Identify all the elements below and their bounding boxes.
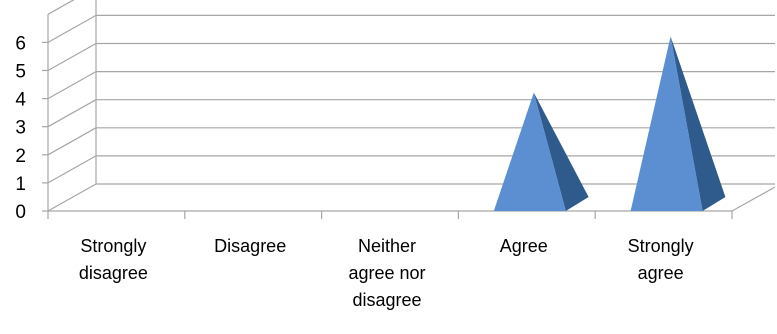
pyramid-side-strongly-agree <box>670 36 726 212</box>
floor-right-edge <box>731 186 776 212</box>
data-marks <box>493 36 726 212</box>
x-tick-label-line: agree <box>638 263 684 283</box>
x-tick-label-line: Agree <box>500 236 548 256</box>
y-tick-label: 1 <box>15 174 26 195</box>
x-tick-label-line: Neither <box>358 236 416 256</box>
y-tick-label: 0 <box>15 202 26 223</box>
gridline-wall-1 <box>47 155 97 184</box>
gridline-wall-3 <box>47 99 97 128</box>
pyramid-bar-agree <box>493 92 566 211</box>
gridline-wall-5 <box>47 42 97 72</box>
x-tick-label-line: Strongly <box>80 236 146 256</box>
gridline-wall-0 <box>47 183 97 212</box>
axes <box>42 0 733 219</box>
x-tick-label-line: Disagree <box>214 236 286 256</box>
x-tick-label: Strongly agree <box>628 236 694 283</box>
pyramid-side-agree <box>533 92 589 211</box>
axis-labels: 0 1 2 3 4 5 6 Strongly disagree Disagree Neither ag… <box>15 33 693 310</box>
gridline-wall-4 <box>47 71 97 100</box>
x-tick-label: Strongly disagree <box>79 236 148 283</box>
gridline-wall-2 <box>47 127 97 156</box>
gridline-wall-6 <box>47 14 97 43</box>
gridlines <box>47 0 776 212</box>
x-tick-label-line: disagree <box>352 290 421 310</box>
y-tick-label: 5 <box>15 62 26 83</box>
gridline-wall-top <box>47 0 75 15</box>
x-tick-label: Neither agree nor disagree <box>348 236 425 310</box>
y-tick-label: 4 <box>15 90 26 111</box>
y-tick-label: 2 <box>15 146 26 167</box>
pyramid-bar-strongly-agree <box>630 36 703 212</box>
x-tick-label: Agree <box>500 236 548 256</box>
y-tick-label: 3 <box>15 118 26 139</box>
x-tick-label: Disagree <box>214 236 286 256</box>
x-tick-label-line: Strongly <box>628 236 694 256</box>
x-tick-label-line: agree nor <box>348 263 425 283</box>
y-tick-label: 6 <box>15 33 26 54</box>
x-tick-label-line: disagree <box>79 263 148 283</box>
